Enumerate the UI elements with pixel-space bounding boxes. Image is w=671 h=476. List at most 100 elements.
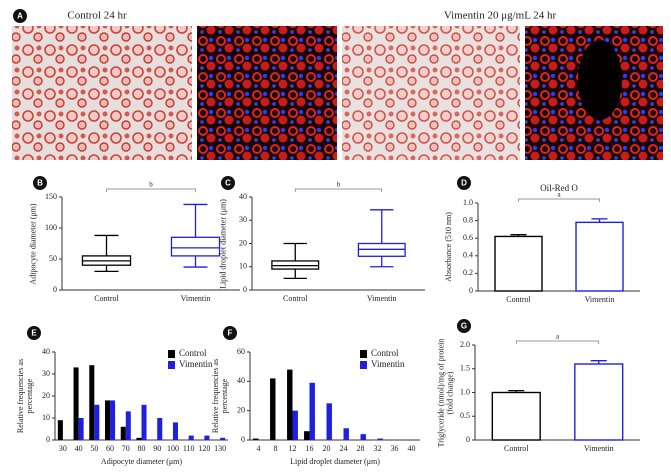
legend-label: Control xyxy=(371,348,399,358)
x-tick-label: 120 xyxy=(198,444,210,453)
x-tick-label: 130 xyxy=(214,444,226,453)
panel-badge xyxy=(457,319,471,333)
y-tick-label: 0.5 xyxy=(460,411,470,420)
panel-letter: A xyxy=(17,12,23,21)
y-tick-label: 0.6 xyxy=(463,233,473,242)
x-tick-label: 28 xyxy=(357,444,365,453)
y-tick-label: 0.4 xyxy=(463,251,473,260)
bar xyxy=(105,400,111,440)
legend-swatch xyxy=(360,350,367,358)
x-tick-label: Control xyxy=(504,444,529,453)
panel-letter: G xyxy=(461,322,467,331)
y-tick-label: 100 xyxy=(45,223,57,232)
panel-badge xyxy=(457,176,471,190)
y-tick-label: 20 xyxy=(239,238,247,247)
y-tick-label: 0.8 xyxy=(463,215,473,224)
x-tick-label: 4 xyxy=(257,444,261,453)
panel-letter: F xyxy=(228,329,233,338)
significance-bracket xyxy=(515,340,600,344)
bar xyxy=(172,422,178,440)
chart-title: Oil-Red O xyxy=(540,183,578,193)
y-tick-label: 50 xyxy=(49,254,57,263)
bar xyxy=(110,400,116,440)
significance-label: b xyxy=(149,181,153,189)
legend-swatch xyxy=(168,361,175,369)
y-tick-label: 40 xyxy=(239,192,247,201)
bar xyxy=(120,426,126,440)
x-tick-label: 100 xyxy=(167,444,179,453)
y-axis-label: Relative frequencies as percentage xyxy=(16,358,34,434)
bar xyxy=(136,437,142,440)
x-tick-label: 30 xyxy=(59,444,67,453)
x-tick-label: 110 xyxy=(183,444,195,453)
panel-letter: B xyxy=(37,179,43,188)
box xyxy=(170,236,221,257)
bar xyxy=(309,382,315,440)
x-tick-label: Vimentin xyxy=(585,295,615,304)
x-tick-label: 40 xyxy=(75,444,83,453)
y-tick-label: 30 xyxy=(42,369,50,378)
bar xyxy=(270,378,276,440)
legend-label: Vimentin xyxy=(179,359,213,369)
bar xyxy=(575,221,624,292)
significance-bracket xyxy=(518,198,600,202)
bar xyxy=(287,369,293,440)
panel-badge xyxy=(27,326,41,340)
x-tick-label: Control xyxy=(283,294,308,303)
y-tick-label: 20 xyxy=(237,405,245,414)
bar xyxy=(57,420,63,440)
x-tick-label: 40 xyxy=(408,444,416,453)
y-tick-label: 150 xyxy=(45,192,57,201)
y-tick-label: 0 xyxy=(46,435,50,444)
y-tick-label: 60 xyxy=(237,347,245,356)
bar xyxy=(494,235,543,292)
y-axis-label: Adipocyte diameter (μm) xyxy=(27,202,37,285)
bar xyxy=(253,438,259,440)
significance-label: b xyxy=(337,181,341,189)
y-axis-label: Relative frequencies as percentage xyxy=(211,358,229,434)
bar xyxy=(220,437,226,440)
bar xyxy=(125,411,131,440)
significance-label: a xyxy=(556,333,560,341)
y-axis-label: Absorbance (510 nm) xyxy=(443,212,453,282)
x-tick-label: 8 xyxy=(274,444,278,453)
x-tick-label: 24 xyxy=(340,444,348,453)
panel-letter: E xyxy=(31,329,37,338)
legend-swatch xyxy=(168,350,175,358)
x-tick-label: Vimentin xyxy=(584,444,614,453)
x-tick-label: 16 xyxy=(306,444,314,453)
y-tick-label: 0 xyxy=(241,435,245,444)
x-tick-label: 70 xyxy=(122,444,130,453)
bar xyxy=(304,431,310,440)
bar xyxy=(157,418,163,440)
y-axis-label: Triglyceride (nmol)/mg of protein (fold … xyxy=(436,338,454,447)
y-tick-label: 0 xyxy=(469,286,473,295)
x-tick-label: Vimentin xyxy=(367,294,397,303)
panel-badge xyxy=(33,176,47,190)
bar xyxy=(326,403,332,440)
panel-letter: C xyxy=(225,179,231,188)
bar xyxy=(491,391,541,441)
y-tick-label: 2.0 xyxy=(460,340,470,349)
bar xyxy=(78,418,84,440)
y-tick-label: 10 xyxy=(239,262,247,271)
significance-bracket xyxy=(106,188,196,192)
bar xyxy=(73,367,79,440)
significance-bracket xyxy=(294,188,383,192)
legend-label: Control xyxy=(179,348,207,358)
y-tick-label: 20 xyxy=(42,391,50,400)
y-tick-label: 1.5 xyxy=(460,364,470,373)
bar xyxy=(188,435,194,440)
y-tick-label: 0.2 xyxy=(463,268,473,277)
x-tick-label: 60 xyxy=(106,444,114,453)
legend-swatch xyxy=(360,361,367,369)
x-tick-label: 12 xyxy=(289,444,297,453)
x-tick-label: 20 xyxy=(323,444,331,453)
y-axis-label: Lipid droplet diameter (μm) xyxy=(217,198,227,289)
y-tick-label: 30 xyxy=(239,215,247,224)
micrograph xyxy=(12,26,192,160)
micrograph-void xyxy=(578,40,622,120)
x-tick-label: Control xyxy=(506,295,531,304)
